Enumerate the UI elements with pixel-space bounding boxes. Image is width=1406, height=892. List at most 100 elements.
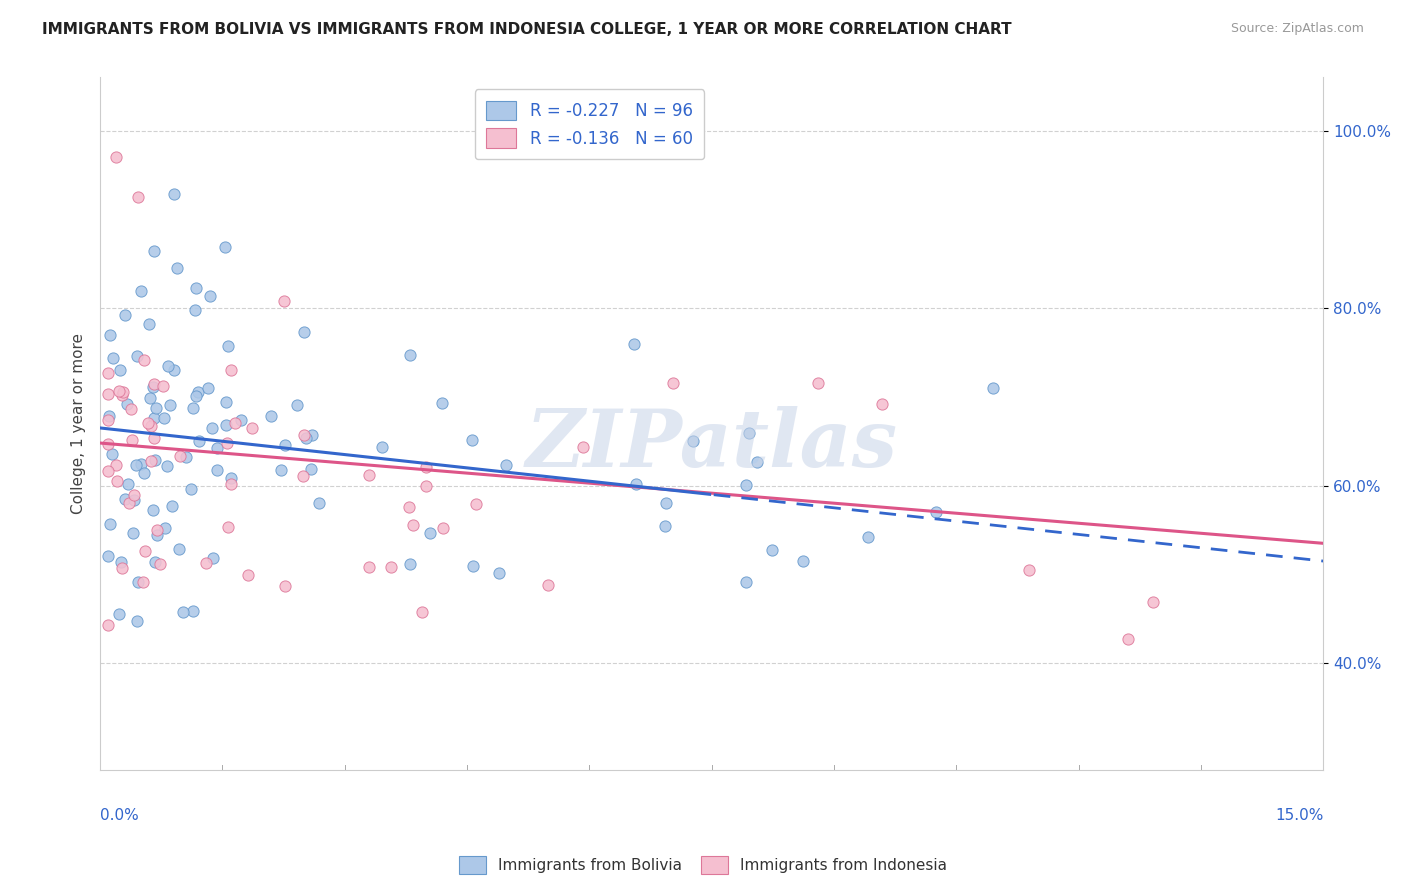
Point bbox=[139, 391, 162, 405]
Point bbox=[101, 351, 124, 366]
Legend: R = -0.227   N = 96, R = -0.136   N = 60: R = -0.227 N = 96, R = -0.136 N = 60 bbox=[475, 89, 704, 160]
Point bbox=[169, 450, 191, 464]
Point bbox=[1118, 632, 1140, 647]
Point bbox=[180, 482, 202, 496]
Point bbox=[163, 186, 186, 201]
Point bbox=[122, 488, 145, 502]
Point bbox=[415, 460, 437, 475]
Point bbox=[415, 479, 437, 493]
Text: Source: ZipAtlas.com: Source: ZipAtlas.com bbox=[1230, 22, 1364, 36]
Point bbox=[105, 474, 128, 488]
Point bbox=[411, 605, 433, 619]
Point bbox=[145, 528, 167, 542]
Point bbox=[981, 381, 1004, 395]
Point bbox=[136, 416, 159, 430]
Point bbox=[149, 557, 172, 571]
Point bbox=[132, 466, 155, 480]
Point bbox=[214, 395, 236, 409]
Point bbox=[143, 452, 166, 467]
Point bbox=[97, 409, 120, 423]
Point bbox=[205, 441, 228, 455]
Point bbox=[205, 463, 228, 477]
Point bbox=[132, 574, 155, 589]
Point bbox=[97, 413, 120, 427]
Point bbox=[807, 376, 830, 391]
Point bbox=[197, 381, 219, 395]
Point bbox=[105, 150, 128, 164]
Point bbox=[118, 496, 141, 510]
Point bbox=[156, 459, 179, 474]
Point bbox=[195, 556, 218, 570]
Y-axis label: College, 1 year or more: College, 1 year or more bbox=[72, 333, 86, 514]
Point bbox=[124, 458, 146, 472]
Point bbox=[734, 478, 756, 492]
Point bbox=[166, 261, 188, 276]
Point bbox=[399, 557, 422, 571]
Point bbox=[399, 347, 422, 361]
Point bbox=[176, 450, 198, 464]
Point bbox=[98, 327, 121, 342]
Point bbox=[398, 500, 420, 515]
Point bbox=[662, 376, 685, 391]
Point bbox=[219, 476, 242, 491]
Point bbox=[231, 412, 253, 426]
Point bbox=[108, 384, 131, 398]
Point bbox=[291, 469, 314, 483]
Point bbox=[146, 523, 169, 537]
Point bbox=[870, 397, 893, 411]
Point bbox=[111, 561, 134, 575]
Point bbox=[153, 521, 176, 535]
Point bbox=[108, 607, 131, 622]
Point bbox=[129, 284, 152, 298]
Point bbox=[114, 308, 136, 322]
Point bbox=[143, 431, 166, 445]
Point bbox=[108, 363, 131, 377]
Point bbox=[127, 574, 149, 589]
Point bbox=[761, 543, 783, 558]
Point bbox=[163, 362, 186, 376]
Point bbox=[1018, 564, 1040, 578]
Point bbox=[97, 387, 120, 401]
Point bbox=[97, 367, 120, 381]
Point bbox=[172, 605, 194, 619]
Point bbox=[655, 496, 678, 510]
Point bbox=[1142, 595, 1164, 609]
Point bbox=[114, 491, 136, 506]
Point bbox=[117, 397, 139, 411]
Point bbox=[145, 401, 167, 415]
Point bbox=[97, 618, 120, 632]
Point bbox=[160, 500, 183, 514]
Point bbox=[357, 468, 380, 483]
Point bbox=[111, 388, 134, 402]
Point bbox=[97, 549, 120, 563]
Point bbox=[187, 384, 209, 399]
Point bbox=[187, 434, 209, 448]
Point bbox=[219, 363, 242, 377]
Point bbox=[402, 517, 425, 532]
Point bbox=[624, 477, 647, 491]
Point bbox=[184, 389, 207, 403]
Point bbox=[735, 574, 758, 589]
Point bbox=[134, 352, 156, 367]
Point bbox=[285, 398, 308, 412]
Point bbox=[125, 614, 148, 628]
Point bbox=[127, 349, 149, 363]
Point bbox=[110, 555, 132, 569]
Point bbox=[97, 437, 120, 451]
Point bbox=[419, 525, 441, 540]
Point bbox=[184, 281, 207, 295]
Point bbox=[143, 555, 166, 569]
Point bbox=[217, 339, 239, 353]
Point bbox=[260, 409, 283, 424]
Text: IMMIGRANTS FROM BOLIVIA VS IMMIGRANTS FROM INDONESIA COLLEGE, 1 YEAR OR MORE COR: IMMIGRANTS FROM BOLIVIA VS IMMIGRANTS FR… bbox=[42, 22, 1012, 37]
Point bbox=[430, 396, 453, 410]
Point bbox=[792, 554, 814, 568]
Point bbox=[270, 463, 292, 477]
Point bbox=[139, 419, 162, 434]
Point bbox=[654, 519, 676, 533]
Point bbox=[198, 289, 221, 303]
Point bbox=[242, 421, 264, 435]
Point bbox=[202, 551, 225, 566]
Point bbox=[464, 497, 486, 511]
Point bbox=[153, 411, 176, 425]
